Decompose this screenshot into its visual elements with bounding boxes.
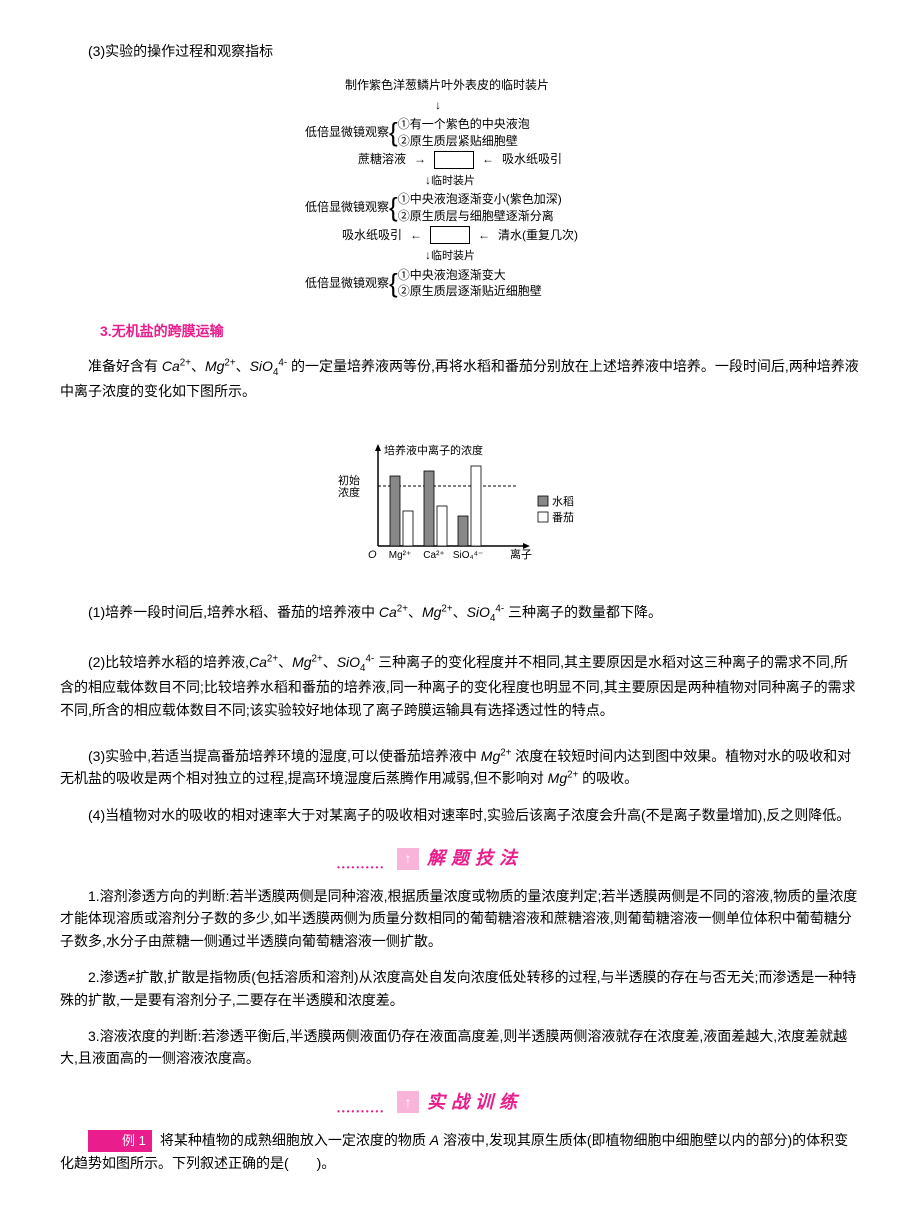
p4-prefix: (2)比较培养水稻的培养液, <box>88 654 249 670</box>
ion-ca: Ca <box>162 358 180 374</box>
svg-text:初始: 初始 <box>338 473 360 487</box>
para-result-1: (1)培养一段时间后,培养水稻、番茄的培养液中 Ca2+、Mg2+、SiO44-… <box>60 601 860 626</box>
flow-obs3-2: ②原生质层逐渐贴近细胞壁 <box>398 283 542 300</box>
flow-step1: 制作紫色洋葱鳞片叶外表皮的临时装片 <box>345 78 549 92</box>
svg-text:Mg²⁺: Mg²⁺ <box>389 550 412 561</box>
section-3-title: 3.无机盐的跨膜运输 <box>100 320 860 342</box>
p5-prefix: (3)实验中,若适当提高番茄培养环境的湿度,可以使番茄培养液中 <box>88 748 481 764</box>
flow-obs3-1: ①中央液泡逐渐变大 <box>398 267 542 284</box>
ex-a: A <box>430 1132 439 1148</box>
flow-obs2-2: ②原生质层与细胞壁逐渐分离 <box>398 208 562 225</box>
para-3-title: (3)实验的操作过程和观察指标 <box>60 40 860 62</box>
ex-prefix: 将某种植物的成熟细胞放入一定浓度的物质 <box>160 1132 430 1148</box>
para-intro: 准备好含有 Ca2+、Mg2+、SiO44- 的一定量培养液两等份,再将水稻和番… <box>60 355 860 403</box>
up-arrow-icon-2: ↑ <box>397 1091 419 1113</box>
p5-suffix: 的吸收。 <box>578 770 638 786</box>
flow-obs-label-3: 低倍显微镜观察 <box>305 274 389 293</box>
flow-diagram: 制作紫色洋葱鳞片叶外表皮的临时装片 ↓ 低倍显微镜观察 { ①有一个紫色的中央液… <box>235 76 685 300</box>
example-1: 例 1将某种植物的成熟细胞放入一定浓度的物质 A 溶液中,发现其原生质体(即植物… <box>60 1129 860 1175</box>
para-result-3: (3)实验中,若适当提高番茄培养环境的湿度,可以使番茄培养液中 Mg2+ 浓度在… <box>60 745 860 790</box>
flow-temp2: 临时装片 <box>431 250 475 262</box>
flow-obs-label-1: 低倍显微镜观察 <box>305 123 389 142</box>
flow-sucrose: 蔗糖溶液 <box>358 150 406 169</box>
svg-text:Ca²⁺: Ca²⁺ <box>423 550 444 561</box>
svg-text:番茄: 番茄 <box>552 510 574 524</box>
ion-concentration-chart: 培养液中离子的浓度初始浓度 Mg²⁺ Ca²⁺ SiO₄⁴⁻ O 离子 水稻番茄 <box>330 426 590 576</box>
section-header-practice: ↑ 实战训练 <box>60 1088 860 1117</box>
p3-prefix: (1)培养一段时间后,培养水稻、番茄的培养液中 <box>88 604 379 620</box>
flow-absorb2: 吸水纸吸引 <box>342 226 402 245</box>
p3-suffix: 三种离子的数量都下降。 <box>504 604 662 620</box>
ion-sio: SiO <box>250 358 273 374</box>
svg-text:O: O <box>368 549 377 561</box>
svg-text:水稻: 水稻 <box>552 495 574 508</box>
ion-mg: Mg <box>205 358 224 374</box>
technique-1: 1.溶剂渗透方向的判断:若半透膜两侧是同种溶液,根据质量浓度或物质的量浓度判定;… <box>60 885 860 952</box>
flow-box-1 <box>434 151 474 169</box>
flow-absorb: 吸水纸吸引 <box>502 150 562 169</box>
flow-obs1-2: ②原生质层紧贴细胞壁 <box>398 133 530 150</box>
up-arrow-icon: ↑ <box>397 848 419 870</box>
para-result-4: (4)当植物对水的吸收的相对速率大于对某离子的吸收相对速率时,实验后该离子浓度会… <box>60 804 860 826</box>
header-practice-title: 实战训练 <box>427 1088 523 1117</box>
technique-2: 2.渗透≠扩散,扩散是指物质(包括溶质和溶剂)从浓度高处自发向浓度低处转移的过程… <box>60 966 860 1011</box>
svg-text:培养液中离子的浓度: 培养液中离子的浓度 <box>384 443 483 457</box>
flow-temp1: 临时装片 <box>431 175 475 187</box>
svg-text:浓度: 浓度 <box>338 485 360 499</box>
svg-text:SiO₄⁴⁻: SiO₄⁴⁻ <box>453 550 483 561</box>
svg-text:离子: 离子 <box>510 547 532 561</box>
header-techniques-title: 解题技法 <box>427 844 523 873</box>
example-tag: 例 1 <box>88 1130 152 1153</box>
section-header-techniques: ↑ 解题技法 <box>60 844 860 873</box>
flow-obs1-1: ①有一个紫色的中央液泡 <box>398 116 530 133</box>
technique-3: 3.溶液浓度的判断:若渗透平衡后,半透膜两侧液面仍存在液面高度差,则半透膜两侧溶… <box>60 1025 860 1070</box>
para-result-2: (2)比较培养水稻的培养液,Ca2+、Mg2+、SiO44- 三种离子的变化程度… <box>60 651 860 721</box>
flow-water: 清水(重复几次) <box>498 226 578 245</box>
p2-prefix: 准备好含有 <box>88 358 162 374</box>
flow-obs2-1: ①中央液泡逐渐变小(紫色加深) <box>398 191 562 208</box>
flow-box-2 <box>430 226 470 244</box>
flow-obs-label-2: 低倍显微镜观察 <box>305 198 389 217</box>
